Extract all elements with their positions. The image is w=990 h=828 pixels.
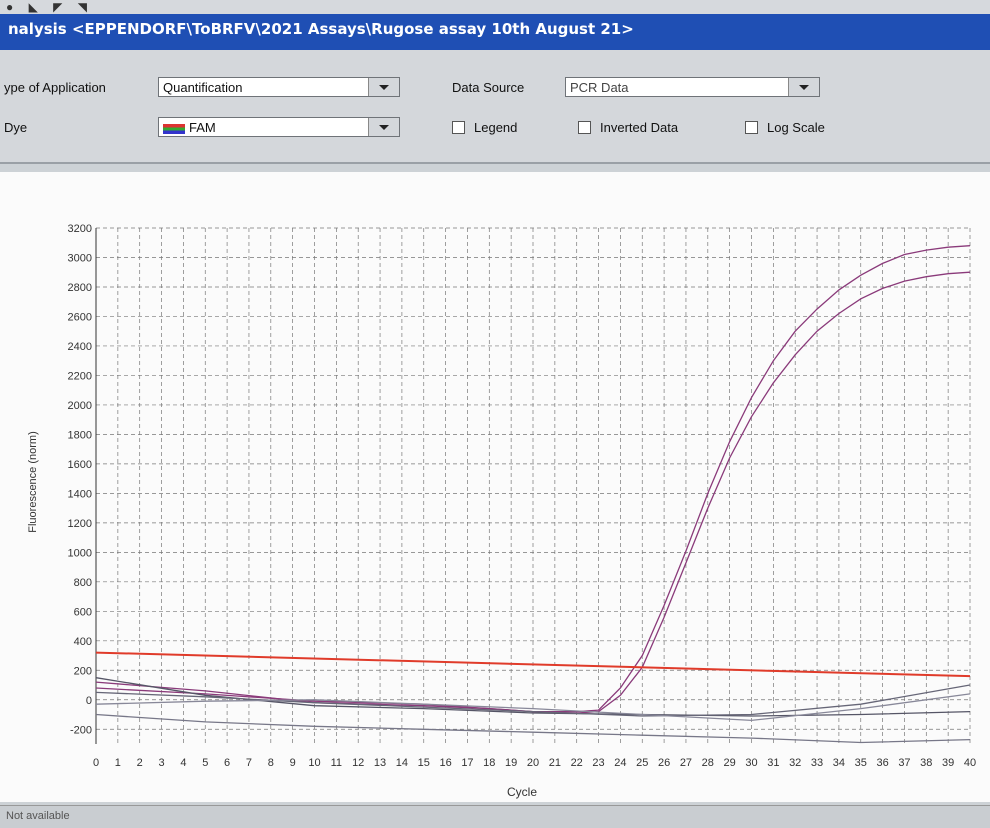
series-line-5 (95, 684, 971, 717)
x-tick-label: 4 (180, 757, 186, 769)
y-tick-label: 1400 (68, 488, 92, 500)
x-tick-label: 7 (246, 757, 252, 769)
app-type-label: ype of Application (4, 80, 106, 95)
log-scale-label: Log Scale (767, 120, 825, 135)
status-bar: Not available (0, 805, 990, 828)
y-tick-label: 2000 (68, 400, 92, 412)
x-tick-label: 36 (876, 757, 888, 769)
y-tick-label: 800 (74, 577, 92, 589)
x-axis-label: Cycle (507, 785, 537, 799)
x-tick-label: 40 (964, 757, 976, 769)
chevron-down-icon[interactable] (788, 78, 819, 96)
y-tick-label: 1000 (68, 547, 92, 559)
x-tick-label: 5 (202, 757, 208, 769)
y-tick-label: 2400 (68, 341, 92, 353)
x-tick-label: 1 (115, 757, 121, 769)
x-tick-label: 29 (724, 757, 736, 769)
y-tick-label: 2200 (68, 370, 92, 382)
chevron-down-icon[interactable] (368, 78, 399, 96)
inverted-data-label: Inverted Data (600, 120, 679, 135)
y-tick-label: 1600 (68, 459, 92, 471)
window-title: nalysis <EPPENDORF\ToBRFV\2021 Assays\Ru… (8, 20, 634, 38)
chart-grid (95, 227, 971, 744)
legend-label: Legend (474, 120, 518, 135)
y-tick-label: 2800 (68, 282, 92, 294)
x-tick-label: 31 (767, 757, 779, 769)
x-tick-label: 19 (505, 757, 517, 769)
series-line-2 (95, 271, 971, 714)
toolbar-icons[interactable]: ● ◣ ◤ ◥ (6, 0, 93, 14)
inverted-data-checkbox[interactable] (578, 121, 591, 134)
x-tick-label: 13 (374, 757, 386, 769)
x-tick-label: 22 (571, 757, 583, 769)
x-tick-label: 11 (331, 757, 342, 769)
chart-series (95, 245, 971, 744)
amplification-chart[interactable]: 0 1 2 3 4 5 6 7 8 9 10 11 12 13 14 15 16 17 18 19 20 21 22 23 24… (0, 172, 990, 802)
y-tick-label: 2600 (68, 311, 92, 323)
x-tick-label: 9 (290, 757, 296, 769)
x-tick-label: 3 (158, 757, 164, 769)
y-tick-label: -200 (70, 724, 92, 736)
dye-label: Dye (4, 120, 28, 135)
y-tick-label: 200 (74, 665, 92, 677)
analysis-toolbar: ype of Application Quantification Data S… (0, 50, 990, 164)
dye-select[interactable]: FAM (158, 117, 400, 137)
x-tick-label: 35 (855, 757, 867, 769)
x-tick-label: 34 (833, 757, 845, 769)
x-tick-label: 8 (268, 757, 274, 769)
x-tick-label: 23 (592, 757, 604, 769)
x-tick-label: 24 (614, 757, 626, 769)
x-tick-label: 28 (702, 757, 714, 769)
y-tick-label: 1800 (68, 429, 92, 441)
status-text: Not available (6, 810, 70, 822)
log-scale-checkbox[interactable] (745, 121, 758, 134)
data-source-value: PCR Data (570, 80, 629, 95)
x-tick-label: 38 (920, 757, 932, 769)
y-tick-label: 0 (86, 695, 92, 707)
x-tick-label: 2 (137, 757, 143, 769)
x-tick-label: 17 (461, 757, 473, 769)
data-source-label: Data Source (452, 80, 525, 95)
amplification-chart-panel: 0 1 2 3 4 5 6 7 8 9 10 11 12 13 14 15 16 17 18 19 20 21 22 23 24… (0, 172, 990, 802)
dye-value-wrap: FAM (163, 120, 216, 135)
series-line-6 (95, 693, 971, 722)
x-tick-label: 14 (396, 757, 408, 769)
x-tick-label: 16 (439, 757, 451, 769)
threshold-line (95, 651, 971, 678)
x-tick-label: 26 (658, 757, 670, 769)
series-line-4 (95, 713, 971, 744)
y-tick-label: 3000 (68, 252, 92, 264)
x-tick-label: 27 (680, 757, 692, 769)
y-tick-label: 600 (74, 606, 92, 618)
y-tick-label: 400 (74, 636, 92, 648)
y-axis-label: Fluorescence (norm) (27, 431, 39, 532)
x-tick-label: 30 (745, 757, 757, 769)
data-source-select[interactable]: PCR Data (565, 77, 820, 97)
legend-checkbox[interactable] (452, 121, 465, 134)
x-tick-label: 25 (636, 757, 648, 769)
x-tick-label: 37 (898, 757, 910, 769)
y-tick-label: 3200 (68, 223, 92, 235)
app-type-value: Quantification (163, 80, 243, 95)
chart-axes: 0 1 2 3 4 5 6 7 8 9 10 11 12 13 14 15 16 17 18 19 20 21 22 23 24… (68, 223, 977, 769)
x-tick-label: 33 (811, 757, 823, 769)
app-type-select[interactable]: Quantification (158, 77, 400, 97)
x-tick-label: 12 (352, 757, 364, 769)
title-bar: ● ◣ ◤ ◥ nalysis <EPPENDORF\ToBRFV\2021 A… (0, 0, 990, 50)
x-tick-label: 15 (418, 757, 430, 769)
top-toolbar-strip: ● ◣ ◤ ◥ (0, 0, 990, 14)
x-tick-label: 20 (527, 757, 539, 769)
dye-value: FAM (189, 120, 216, 135)
y-tick-label: 1200 (68, 518, 92, 530)
dye-color-icon (163, 123, 185, 134)
x-tick-label: 39 (942, 757, 954, 769)
x-tick-label: 32 (789, 757, 801, 769)
x-tick-label: 18 (483, 757, 495, 769)
chevron-down-icon[interactable] (368, 118, 399, 136)
x-tick-label: 0 (93, 757, 99, 769)
x-tick-label: 6 (224, 757, 230, 769)
x-tick-label: 21 (549, 757, 561, 769)
x-tick-label: 10 (308, 757, 320, 769)
